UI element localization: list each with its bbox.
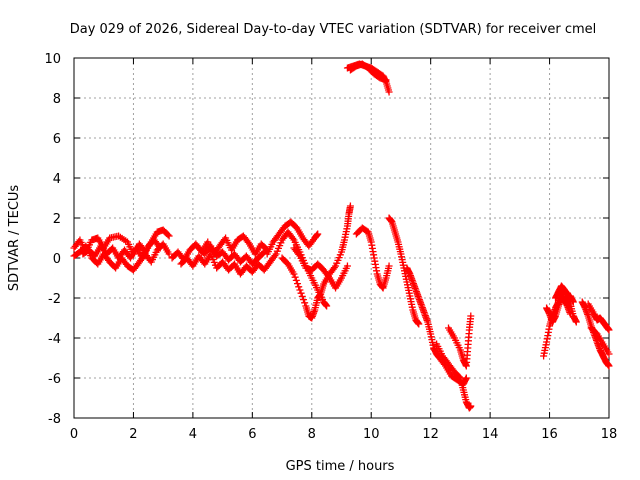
data-point-marker: [289, 234, 297, 242]
data-point-marker: [301, 299, 309, 307]
data-point-marker: [290, 270, 298, 278]
y-axis-label: SDTVAR / TECUs: [7, 185, 22, 292]
x-tick-label: 0: [70, 427, 78, 442]
data-point-marker: [291, 273, 299, 281]
data-point-marker: [164, 231, 172, 239]
y-tick-label: -6: [48, 372, 61, 387]
y-tick-label: -4: [48, 332, 61, 347]
data-point-marker: [292, 276, 300, 284]
data-point-marker: [165, 232, 173, 240]
data-point-marker: [296, 286, 304, 294]
data-point-marker: [155, 242, 163, 250]
data-point-marker: [462, 374, 470, 382]
plot-frame: [73, 57, 610, 419]
y-tick-label: 0: [53, 252, 61, 267]
data-point-marker: [244, 238, 252, 246]
data-point-marker: [343, 262, 351, 270]
y-tick-label: 2: [53, 212, 61, 227]
x-tick-label: 6: [248, 427, 256, 442]
data-point-marker: [298, 292, 306, 300]
x-tick-label: 12: [422, 427, 439, 442]
data-point-marker: [455, 373, 463, 381]
data-point-marker: [297, 289, 305, 297]
data-point-marker: [385, 88, 393, 96]
data-point-marker: [295, 250, 303, 258]
x-tick-label: 18: [601, 427, 618, 442]
data-point-marker: [314, 230, 322, 238]
data-point-marker: [346, 202, 354, 210]
data-point-marker: [566, 310, 574, 318]
x-tick-label: 10: [363, 427, 380, 442]
data-point-marker: [605, 362, 613, 370]
plot-border: [73, 57, 610, 419]
x-axis-label: GPS time / hours: [286, 459, 395, 474]
data-point-marker: [299, 296, 307, 304]
data-point-marker: [382, 76, 390, 84]
x-tick-label: 14: [482, 427, 499, 442]
data-point-marker: [165, 250, 173, 258]
data-point-marker: [323, 302, 331, 310]
y-tick-label: 6: [53, 132, 61, 147]
data-point-marker: [569, 298, 577, 306]
data-point-marker: [324, 272, 332, 280]
data-point-marker: [467, 312, 475, 320]
data-point-marker: [271, 252, 279, 260]
data-point-marker: [156, 244, 164, 252]
data-markers: [70, 60, 613, 412]
y-tick-label: 10: [44, 52, 61, 67]
y-tick-label: -8: [48, 412, 61, 427]
x-tick-label: 2: [129, 427, 137, 442]
data-point-marker: [259, 249, 267, 257]
data-point-marker: [385, 262, 393, 270]
data-point-marker: [572, 318, 580, 326]
data-point-marker: [605, 326, 613, 334]
data-point-marker: [330, 264, 338, 272]
x-tick-label: 4: [189, 427, 197, 442]
data-point-marker: [415, 320, 423, 328]
x-tick-label: 8: [308, 427, 316, 442]
y-tick-label: 8: [53, 92, 61, 107]
y-tick-label: -2: [48, 292, 61, 307]
data-point-marker: [467, 402, 475, 410]
data-point-marker: [295, 283, 303, 291]
x-tick-label: 16: [541, 427, 558, 442]
chart-title: Day 029 of 2026, Sidereal Day-to-day VTE…: [70, 22, 597, 37]
data-point-marker: [294, 280, 302, 288]
y-tick-label: 4: [53, 172, 61, 187]
axis-ticks: 0 2 4 6 8 10 12 14 16 18 -8 -6 -4 -2 0 2 4 6 8 10: [44, 52, 617, 442]
grid: [74, 58, 609, 418]
data-point-marker: [605, 350, 613, 358]
